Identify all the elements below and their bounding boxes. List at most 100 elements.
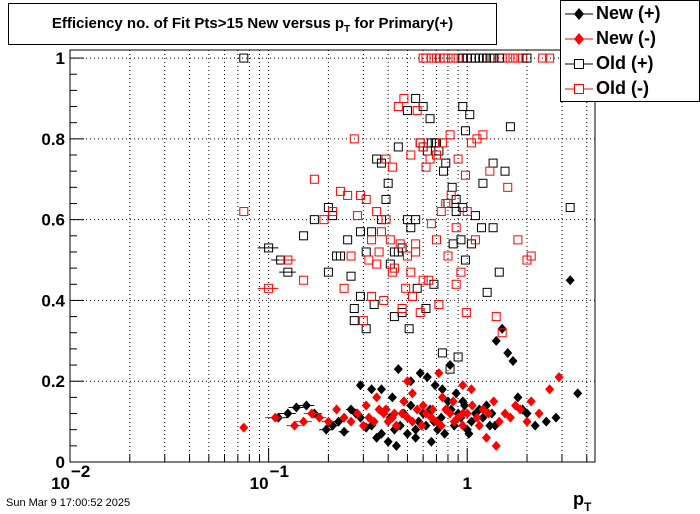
- data-point: [299, 231, 309, 241]
- data-point: [426, 436, 436, 447]
- data-point: [481, 53, 491, 63]
- data-point: [513, 53, 523, 63]
- data-point: [381, 404, 391, 415]
- chart-title: Efficiency no. of Fit Pts>15 New versus …: [9, 15, 496, 35]
- y-tick-label: 0.6: [41, 211, 65, 230]
- data-point: [309, 174, 319, 184]
- data-point: [460, 126, 470, 136]
- legend-entry-new-minus: New (-): [561, 27, 700, 52]
- data-point: [301, 400, 311, 411]
- data-point: [481, 432, 491, 443]
- data-point: [401, 283, 411, 293]
- data-point: [458, 396, 468, 407]
- data-point: [264, 243, 274, 253]
- data-point: [291, 402, 301, 413]
- data-point: [431, 138, 441, 148]
- x-tick-label-exponent: −1: [270, 462, 289, 481]
- data-point: [448, 239, 458, 249]
- data-point: [526, 396, 536, 407]
- chart-title-subscript: T: [344, 24, 351, 35]
- legend-entry-old-minus: Old (-): [561, 77, 700, 102]
- data-point: [417, 420, 427, 431]
- data-point: [434, 299, 444, 309]
- data-point: [411, 93, 421, 103]
- data-point: [328, 207, 338, 217]
- data-point: [453, 154, 463, 164]
- data-point: [402, 106, 412, 116]
- data-point: [391, 440, 401, 451]
- data-point: [404, 324, 414, 334]
- data-point: [461, 308, 471, 318]
- data-point: [411, 215, 421, 225]
- data-point: [418, 275, 428, 285]
- data-point: [407, 291, 417, 301]
- legend-label-new-minus: New (-): [596, 28, 656, 48]
- data-point: [478, 130, 488, 140]
- data-point: [364, 255, 374, 265]
- data-point: [458, 420, 468, 431]
- data-point: [431, 150, 441, 160]
- data-point: [439, 166, 449, 176]
- data-point: [522, 53, 532, 63]
- data-point: [387, 392, 397, 403]
- data-point: [436, 420, 446, 431]
- data-point: [397, 304, 407, 314]
- data-point: [381, 154, 391, 164]
- open-square-icon: [565, 84, 593, 94]
- data-point: [387, 162, 397, 172]
- data-point: [458, 408, 468, 419]
- data-point: [339, 283, 349, 293]
- data-point: [393, 364, 403, 375]
- data-point: [367, 227, 377, 237]
- data-point: [488, 223, 498, 233]
- data-point: [515, 404, 525, 415]
- legend-entry-new-plus: New (+): [561, 2, 700, 27]
- data-point: [349, 134, 359, 144]
- data-point: [358, 316, 368, 326]
- data-point: [425, 114, 435, 124]
- data-point: [385, 235, 395, 245]
- data-point: [346, 416, 356, 427]
- data-point: [451, 223, 461, 233]
- data-point: [434, 368, 444, 379]
- data-point: [430, 380, 440, 391]
- data-point: [494, 416, 504, 427]
- data-point: [482, 287, 492, 297]
- data-point: [484, 408, 494, 419]
- data-point: [406, 150, 416, 160]
- data-point: [355, 291, 365, 301]
- data-points: [239, 53, 583, 451]
- data-point: [470, 211, 480, 221]
- data-point: [445, 364, 455, 374]
- data-point: [437, 392, 447, 403]
- data-point: [424, 275, 434, 285]
- data-point: [491, 335, 501, 346]
- data-point: [505, 122, 515, 132]
- data-point: [445, 130, 455, 140]
- data-point: [573, 388, 583, 399]
- y-tick-label: 0: [56, 453, 65, 472]
- data-point: [478, 412, 488, 423]
- data-point: [239, 53, 249, 63]
- plot-frame: [69, 49, 596, 463]
- data-point: [402, 428, 412, 439]
- data-point: [426, 53, 436, 63]
- data-point: [334, 416, 344, 427]
- legend-label-new-plus: New (+): [596, 3, 661, 23]
- data-point: [406, 223, 416, 233]
- data-point: [505, 412, 515, 423]
- data-point: [534, 408, 544, 419]
- data-point: [332, 251, 342, 261]
- data-point: [513, 392, 523, 403]
- data-point: [321, 424, 331, 435]
- data-point: [352, 211, 362, 221]
- data-point: [389, 312, 399, 322]
- data-point: [346, 251, 356, 261]
- data-point: [451, 388, 461, 399]
- data-point: [470, 235, 480, 245]
- data-point: [343, 190, 353, 200]
- data-point: [372, 392, 382, 403]
- data-point: [339, 412, 349, 423]
- data-point: [389, 408, 399, 419]
- data-point: [358, 420, 368, 431]
